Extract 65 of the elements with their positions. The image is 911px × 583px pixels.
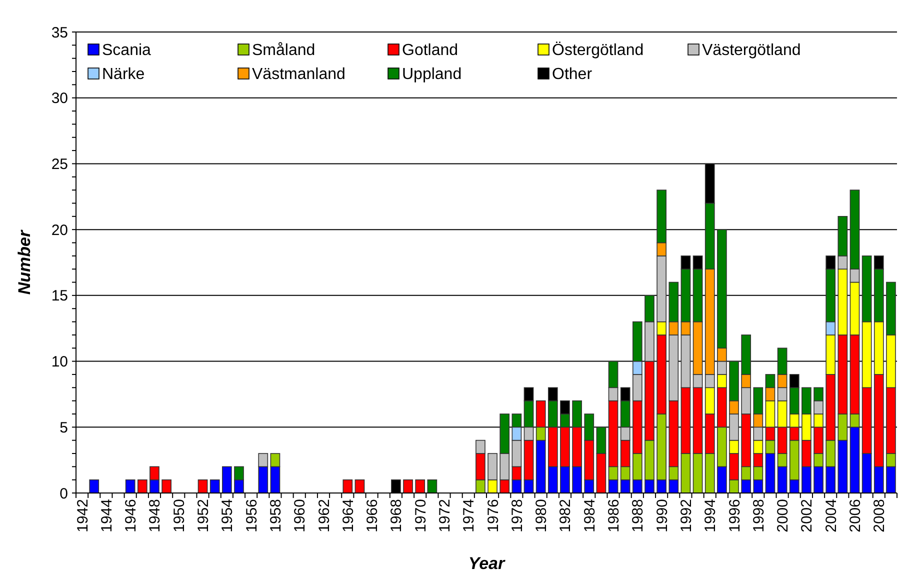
bar — [125, 479, 136, 494]
y-tick-label: 0 — [60, 485, 68, 502]
y-tick-label: 35 — [51, 24, 68, 42]
x-tick-label: 2008 — [871, 499, 888, 532]
legend-label: Småland — [252, 42, 316, 59]
bar — [137, 479, 148, 494]
x-tick-label: 1972 — [436, 499, 454, 532]
x-tick-label: 1986 — [606, 499, 623, 532]
legend-label: Västmanland — [252, 66, 346, 83]
bar — [354, 479, 365, 494]
x-tick-label: 1982 — [557, 499, 574, 532]
x-axis-title: Year — [468, 554, 506, 573]
x-tick-label: 1950 — [170, 499, 188, 532]
bar — [427, 479, 438, 494]
x-tick-label: 1966 — [364, 499, 382, 532]
x-tick-label: 1970 — [412, 499, 430, 532]
x-tick-label: 1960 — [292, 499, 309, 532]
x-tick-label: 1968 — [388, 499, 406, 532]
x-tick-label: 1994 — [702, 499, 720, 532]
y-tick-label: 10 — [51, 354, 68, 371]
x-tick-label: 1990 — [654, 499, 671, 532]
legend-label: Other — [552, 66, 593, 83]
legend-label: Östergötland — [552, 41, 644, 59]
x-tick-label: 1962 — [316, 499, 333, 532]
x-tick-label: 1976 — [484, 499, 502, 532]
x-tick-label: 1988 — [630, 499, 647, 532]
bar — [162, 479, 172, 494]
bar — [89, 479, 100, 494]
bar — [403, 479, 413, 494]
x-tick-label: 1984 — [581, 499, 598, 532]
bar — [198, 479, 208, 494]
legend-label: Uppland — [402, 66, 462, 83]
x-tick-label: 1944 — [98, 499, 116, 532]
legend-label: Närke — [102, 66, 145, 83]
x-tick-label: 1942 — [74, 499, 92, 532]
x-tick-label: 1956 — [243, 499, 260, 532]
bar — [342, 479, 353, 494]
y-tick-label: 15 — [51, 288, 68, 305]
x-tick-label: 2006 — [846, 499, 864, 532]
legend-label: Västergötland — [702, 42, 801, 59]
y-tick-label: 25 — [51, 156, 68, 173]
bar — [210, 479, 220, 494]
y-tick-label: 5 — [60, 419, 68, 436]
x-tick-label: 1964 — [340, 499, 357, 532]
x-tick-label: 1948 — [146, 499, 164, 532]
x-tick-label: 2004 — [822, 499, 840, 532]
x-tick-label: 1980 — [533, 499, 550, 532]
y-tick-label: 30 — [51, 90, 68, 108]
bar — [222, 466, 232, 494]
y-tick-label: 20 — [51, 222, 68, 239]
x-tick-label: 1946 — [122, 499, 140, 532]
x-tick-label: 2000 — [774, 499, 792, 532]
x-tick-label: 1998 — [750, 499, 768, 532]
x-tick-label: 1974 — [460, 499, 478, 532]
x-tick-label: 1992 — [678, 499, 695, 532]
legend-label: Scania — [102, 42, 152, 59]
legend-label: Gotland — [402, 42, 458, 59]
x-tick-label: 1954 — [219, 499, 236, 532]
x-tick-label: 1952 — [195, 499, 212, 532]
x-tick-label: 1996 — [726, 499, 744, 532]
x-tick-label: 2002 — [798, 499, 816, 532]
x-tick-label: 1958 — [267, 499, 284, 532]
x-tick-label: 1978 — [508, 499, 526, 532]
bar — [415, 479, 426, 494]
y-axis-title: Number — [15, 229, 34, 295]
